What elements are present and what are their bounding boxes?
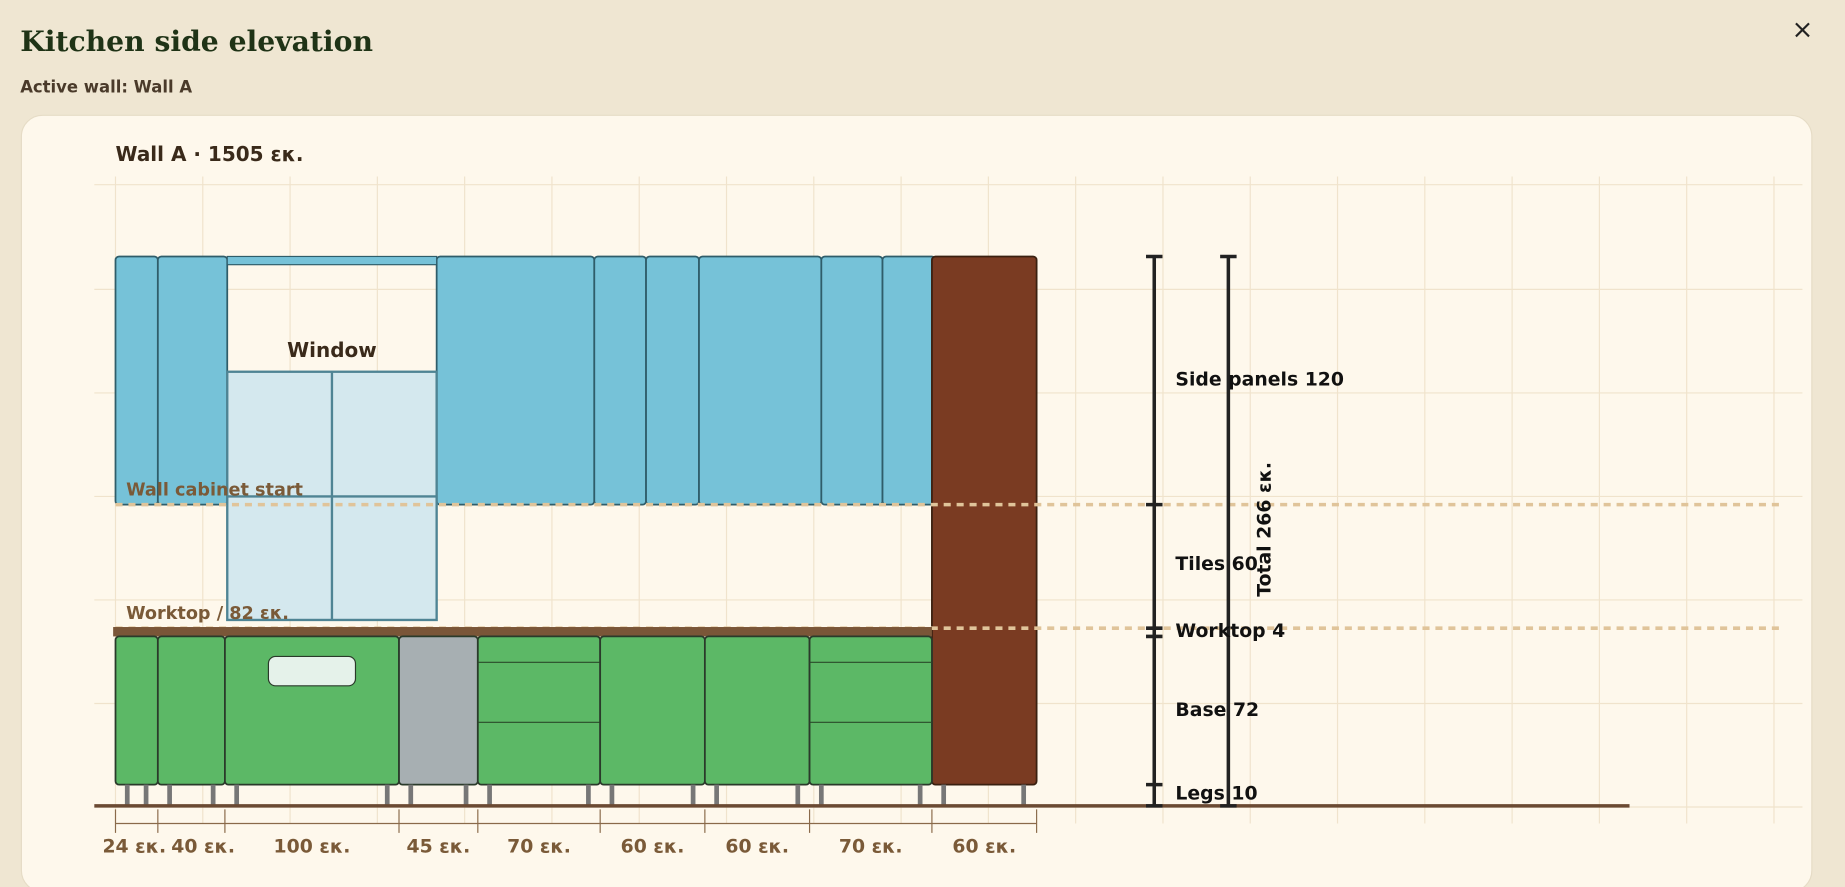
total-label: Total 266 εκ. bbox=[1254, 462, 1275, 597]
dimension-label: Side panels 120 bbox=[1175, 369, 1344, 390]
window-top-strip bbox=[226, 255, 438, 266]
wall-cabinet bbox=[435, 255, 596, 506]
base-cabinet bbox=[703, 635, 811, 786]
wall-cabinet bbox=[820, 255, 884, 506]
base-cabinet bbox=[156, 635, 226, 786]
base-cabinet bbox=[476, 635, 602, 786]
sink-handle bbox=[267, 655, 357, 687]
window-label: Window bbox=[287, 338, 377, 362]
guide-label: Wall cabinet start bbox=[126, 481, 303, 501]
dialog-title: Kitchen side elevation bbox=[20, 24, 373, 58]
subtitle: Active wall: Wall A bbox=[20, 78, 192, 97]
dimension-label: Tiles 60 bbox=[1175, 554, 1257, 575]
worktop bbox=[113, 627, 932, 637]
base-cabinet bbox=[114, 635, 159, 786]
wall-cabinet bbox=[881, 255, 937, 506]
width-label: 60 εκ. bbox=[621, 837, 685, 858]
width-label: 70 εκ. bbox=[839, 837, 903, 858]
wall-cabinet bbox=[593, 255, 647, 506]
base-cabinet bbox=[599, 635, 706, 786]
wall-cabinet bbox=[156, 255, 229, 506]
base-cabinet bbox=[398, 635, 479, 786]
base-cabinet bbox=[808, 635, 933, 786]
width-label: 100 εκ. bbox=[274, 837, 351, 858]
wall-cabinet bbox=[114, 255, 159, 506]
width-label: 60 εκ. bbox=[952, 837, 1016, 858]
wall-heading: Wall A · 1505 εκ. bbox=[115, 142, 303, 166]
width-label: 45 εκ. bbox=[407, 837, 471, 858]
guide-label: Worktop / 82 εκ. bbox=[126, 604, 289, 624]
width-label: 24 εκ. bbox=[102, 837, 166, 858]
wall-cabinet bbox=[645, 255, 700, 506]
dimension-label: Worktop 4 bbox=[1175, 621, 1285, 642]
width-label: 70 εκ. bbox=[507, 837, 571, 858]
dimension-label: Base 72 bbox=[1175, 700, 1259, 721]
tall-unit bbox=[931, 255, 1038, 786]
dimension-label: Legs 10 bbox=[1175, 784, 1257, 805]
wall-cabinet bbox=[698, 255, 823, 506]
width-label: 60 εκ. bbox=[725, 837, 789, 858]
width-label: 40 εκ. bbox=[171, 837, 235, 858]
close-button[interactable]: × bbox=[1792, 15, 1814, 45]
